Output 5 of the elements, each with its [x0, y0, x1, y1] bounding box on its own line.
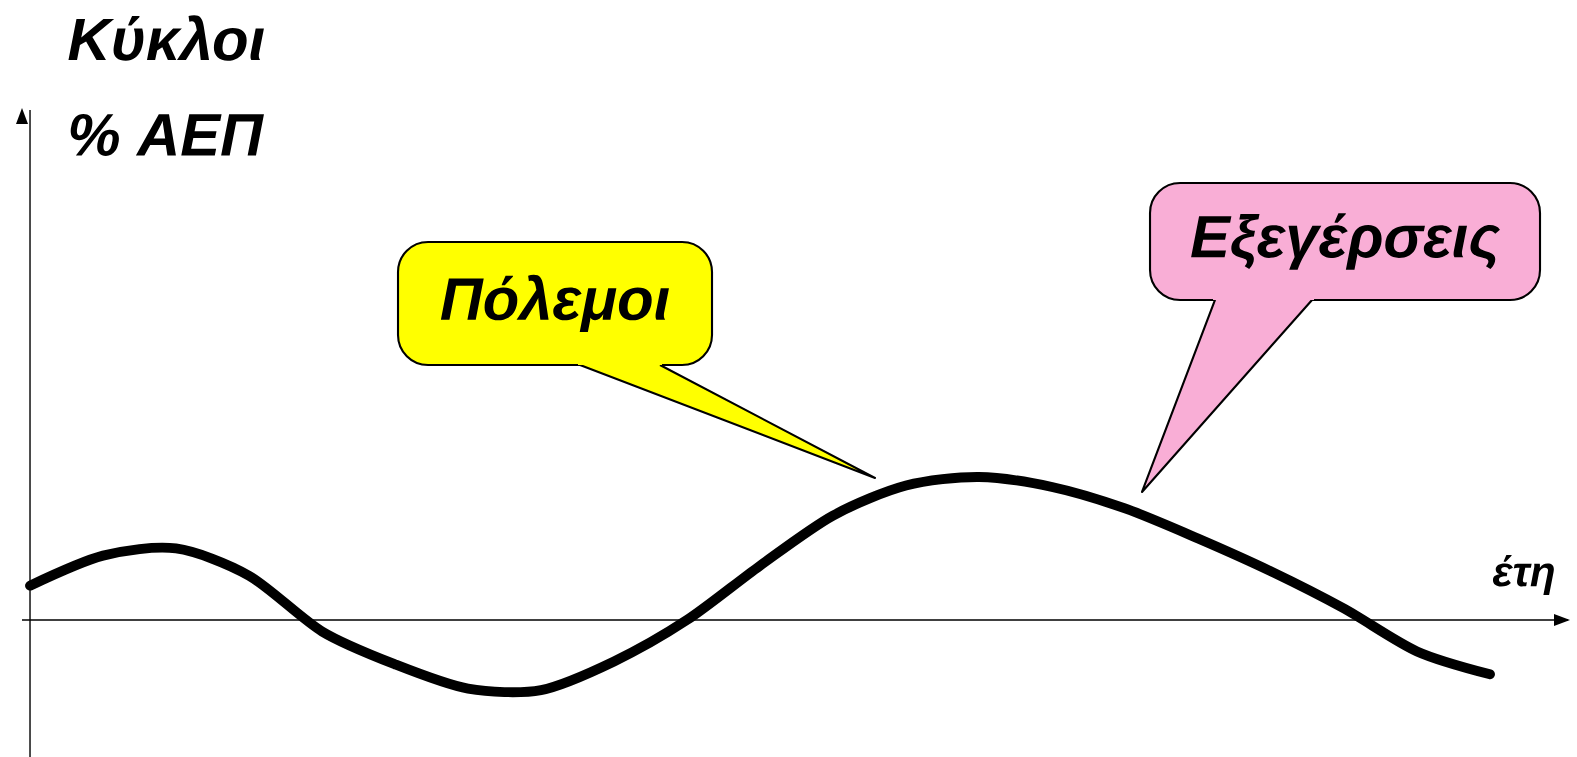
x-axis-title: έτη: [1492, 555, 1554, 595]
chart-title: Κύκλοι: [68, 15, 264, 61]
text: % ΑΕΠ: [70, 114, 264, 156]
text: Πόλεμοι: [440, 274, 669, 333]
text: Εξεγέρσεις: [1191, 213, 1500, 270]
